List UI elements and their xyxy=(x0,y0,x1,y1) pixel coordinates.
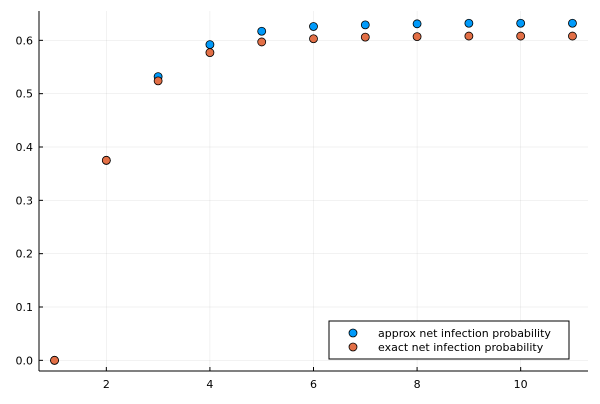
data-point-series2 xyxy=(101,155,111,165)
legend-marker-series1 xyxy=(348,328,358,338)
legend-label-series2: exact net infection probability xyxy=(378,341,544,354)
data-point-series2 xyxy=(516,31,526,41)
x-tick-label: 4 xyxy=(206,378,213,391)
data-point-series1 xyxy=(464,18,474,28)
data-point-series2 xyxy=(360,32,370,42)
y-tick-label: 0.3 xyxy=(16,194,34,207)
data-point-series2 xyxy=(205,48,215,57)
data-point-series1 xyxy=(568,18,577,28)
data-point-series2 xyxy=(50,355,59,365)
y-tick-label: 0.0 xyxy=(16,354,34,367)
x-tick-label: 6 xyxy=(310,378,317,391)
data-point-series2 xyxy=(153,76,163,86)
y-tick-label: 0.5 xyxy=(16,88,34,101)
data-points xyxy=(50,18,577,365)
x-tick-label: 2 xyxy=(103,378,110,391)
legend-box xyxy=(328,320,570,360)
y-tick-label: 0.1 xyxy=(16,301,34,314)
legend-marker-series2 xyxy=(348,342,358,352)
axes xyxy=(38,11,588,372)
x-tick-label: 10 xyxy=(514,378,528,391)
data-point-series2 xyxy=(464,31,474,41)
data-point-series1 xyxy=(205,40,215,49)
data-point-series1 xyxy=(360,20,370,30)
y-tick-label: 0.6 xyxy=(16,34,34,47)
data-point-series1 xyxy=(309,22,318,31)
data-point-series2 xyxy=(568,31,577,41)
data-point-series2 xyxy=(412,32,422,41)
tick-labels: 2 4 6 8 10 0.0 0.1 0.2 0.3 0.4 0.5 0.6 xyxy=(16,34,528,391)
y-tick-label: 0.2 xyxy=(16,248,34,261)
x-tick-label: 8 xyxy=(414,378,421,391)
legend-label-series1: approx net infection probability xyxy=(378,327,551,340)
grid xyxy=(39,11,588,371)
data-point-series1 xyxy=(412,19,422,29)
data-point-series1 xyxy=(257,26,267,36)
y-tick-label: 0.4 xyxy=(16,141,34,154)
data-point-series1 xyxy=(516,18,526,28)
data-point-series2 xyxy=(309,34,318,44)
data-point-series2 xyxy=(257,37,267,47)
